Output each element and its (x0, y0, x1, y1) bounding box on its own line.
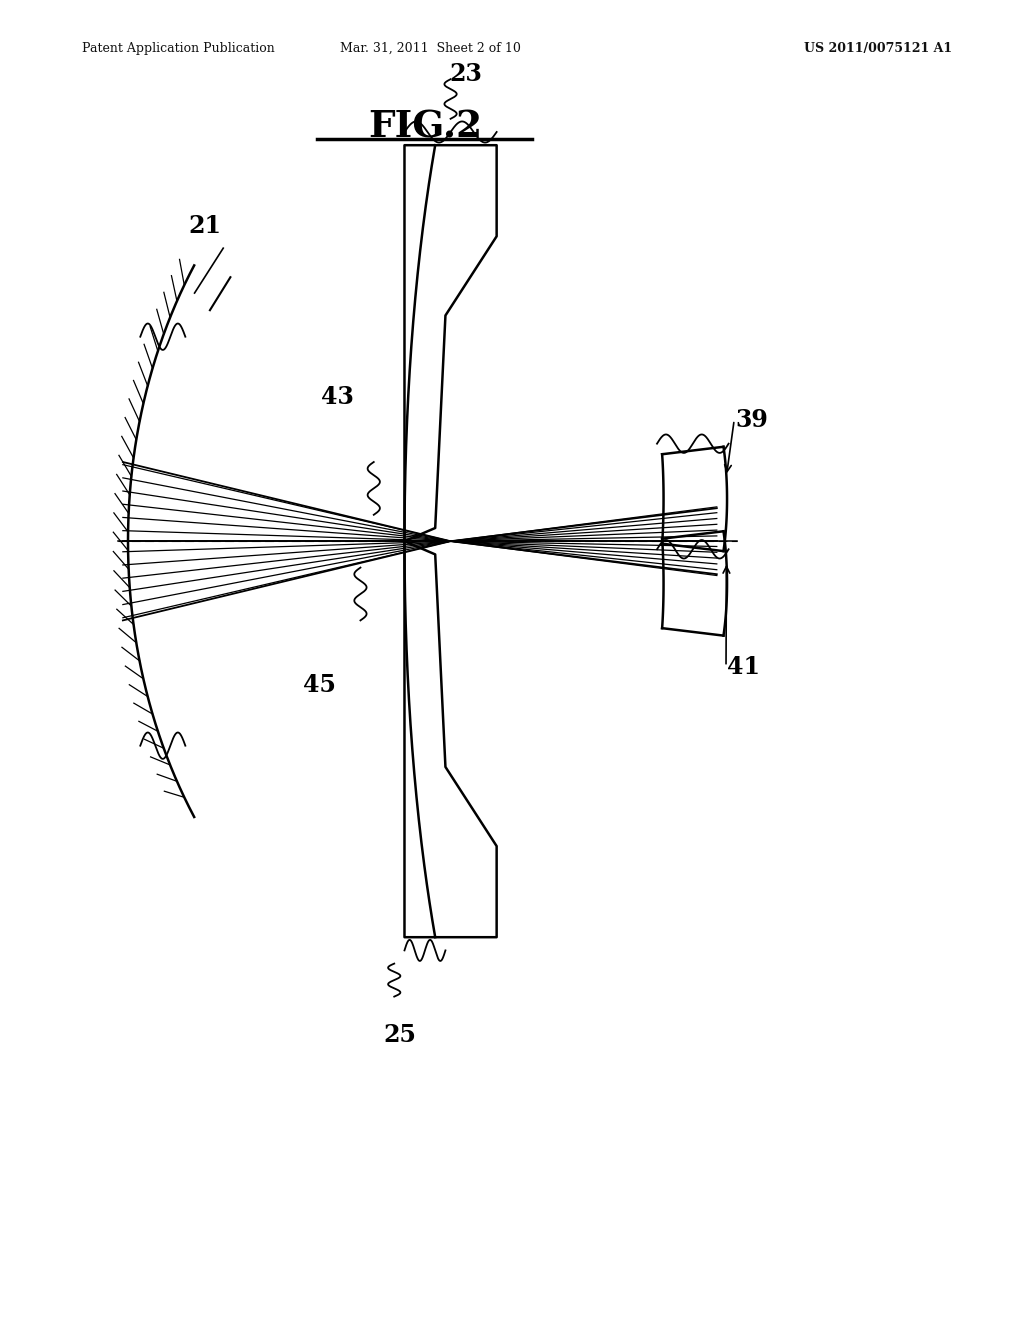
Text: 43: 43 (322, 385, 354, 409)
Text: 21: 21 (188, 214, 221, 238)
Polygon shape (404, 145, 497, 541)
Text: Mar. 31, 2011  Sheet 2 of 10: Mar. 31, 2011 Sheet 2 of 10 (340, 42, 520, 55)
Text: 45: 45 (303, 673, 336, 697)
Text: 41: 41 (727, 655, 760, 678)
Text: 23: 23 (450, 62, 482, 86)
Text: 25: 25 (383, 1023, 416, 1047)
Text: Patent Application Publication: Patent Application Publication (82, 42, 274, 55)
Text: US 2011/0075121 A1: US 2011/0075121 A1 (804, 42, 952, 55)
Text: 39: 39 (735, 408, 768, 432)
Text: FIG.2: FIG.2 (368, 108, 482, 145)
Polygon shape (404, 541, 497, 937)
